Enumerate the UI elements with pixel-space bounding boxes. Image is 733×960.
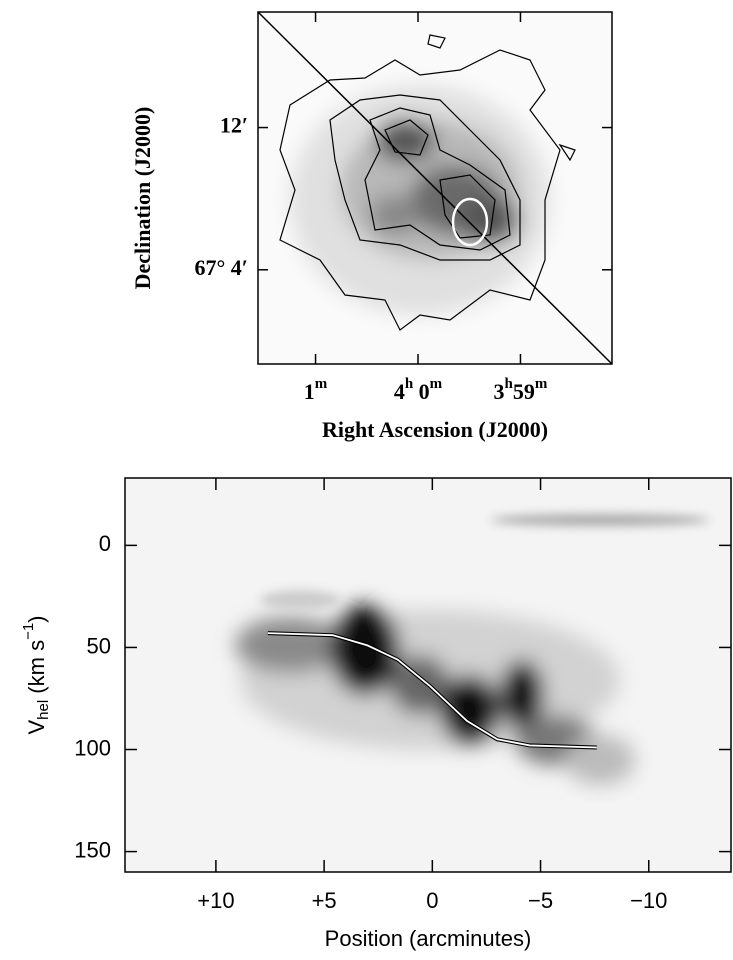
rotation-curve xyxy=(267,632,597,749)
y-label-part: (km s xyxy=(24,640,49,700)
y-label-part: hel xyxy=(35,700,52,720)
x-tick-label: 4h 0m xyxy=(394,376,443,404)
tick-label-part: 1 xyxy=(304,379,315,404)
y-tick-label: 50 xyxy=(87,633,111,658)
x-tick-label: +10 xyxy=(197,888,234,913)
x-tick-label: 1m xyxy=(304,376,328,404)
x-tick-label: −10 xyxy=(630,888,667,913)
y-label-part: V xyxy=(24,720,49,735)
tick-label-part: h xyxy=(505,376,514,392)
tick-label-part: 4 xyxy=(394,379,405,404)
tick-label-part: 3 xyxy=(494,379,505,404)
y-tick-label: 100 xyxy=(74,735,111,760)
map-image xyxy=(258,12,612,364)
y-tick-label: 150 xyxy=(74,837,111,862)
y-label-part: −1 xyxy=(20,623,37,640)
slit-line xyxy=(258,12,612,364)
x-tick-label: −5 xyxy=(528,888,553,913)
tick-label-part: m xyxy=(430,376,443,392)
pv-image xyxy=(125,478,731,872)
y-tick-label: 12′ xyxy=(220,113,248,138)
x-axis-label: Right Ascension (J2000) xyxy=(322,417,548,442)
pv-frame xyxy=(124,477,732,873)
x-tick-label: 3h59m xyxy=(494,376,548,404)
tick-label-part: m xyxy=(535,376,548,392)
y-axis-label: Vhel (km s−1) xyxy=(20,615,52,734)
map-frame xyxy=(257,11,613,365)
x-axis-label: Position (arcminutes) xyxy=(325,926,532,951)
y-tick-label: 67° 4′ xyxy=(195,255,249,280)
beam-ellipse xyxy=(451,197,489,247)
x-tick-label: 0 xyxy=(426,888,438,913)
tick-label-part: m xyxy=(315,376,328,392)
y-label-part: ) xyxy=(24,615,49,622)
y-axis-label: Declination (J2000) xyxy=(130,107,155,290)
x-tick-label: +5 xyxy=(312,888,337,913)
tick-label-part: h xyxy=(405,376,414,392)
tick-label-part: 0 xyxy=(413,379,430,404)
tick-label-part: 59 xyxy=(513,379,535,404)
y-tick-label: 0 xyxy=(99,531,111,556)
